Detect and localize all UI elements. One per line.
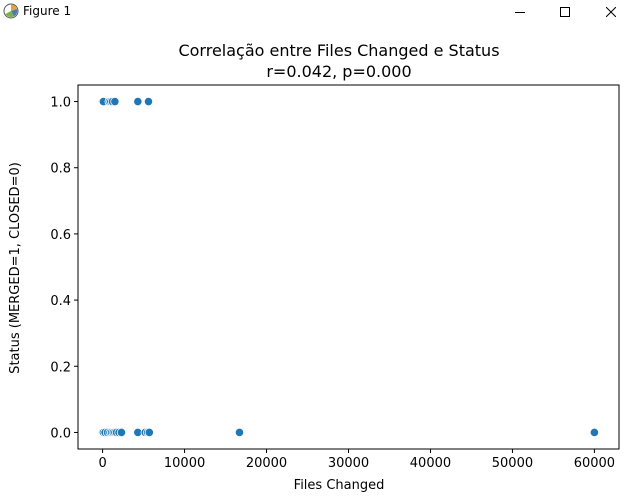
data-point <box>143 96 154 107</box>
close-button[interactable] <box>588 0 630 24</box>
maximize-icon <box>560 7 570 17</box>
x-tick-label: 0 <box>98 456 106 471</box>
y-tick-label: 1.0 <box>50 96 71 111</box>
x-tick-label: 60000 <box>574 456 615 471</box>
chart-subtitle: r=0.042, p=0.000 <box>266 62 411 81</box>
data-point <box>116 427 127 438</box>
close-icon <box>606 7 616 17</box>
x-tick-label: 20000 <box>246 456 287 471</box>
matplotlib-app-icon <box>3 3 19 19</box>
plot-frame <box>77 84 620 450</box>
x-tick-label: 40000 <box>410 456 451 471</box>
y-tick-label: 0.0 <box>50 426 71 441</box>
window-title: Figure 1 <box>23 4 72 18</box>
chart-title: Correlação entre Files Changed e Status <box>178 41 499 60</box>
y-axis-label: Status (MERGED=1, CLOSED=0) <box>8 162 23 374</box>
y-tick-label: 0.6 <box>50 228 71 243</box>
y-tick-label: 0.2 <box>50 360 71 375</box>
x-tick-label: 50000 <box>492 456 533 471</box>
y-tick-label: 0.4 <box>50 294 71 309</box>
window-titlebar: Figure 1 <box>0 0 630 24</box>
maximize-button[interactable] <box>542 0 588 24</box>
data-point <box>110 96 120 107</box>
scatter-chart: Correlação entre Files Changed e Status … <box>8 41 620 493</box>
data-point <box>144 427 154 438</box>
minimize-button[interactable] <box>497 0 543 24</box>
minimize-icon <box>515 12 525 13</box>
x-axis-label: Files Changed <box>294 478 385 493</box>
data-point <box>589 427 600 438</box>
x-tick-label: 10000 <box>164 456 205 471</box>
data-point <box>234 427 245 438</box>
data-point <box>133 96 143 107</box>
x-tick-label: 30000 <box>328 456 369 471</box>
data-points <box>97 96 600 438</box>
y-tick-label: 0.8 <box>50 162 71 177</box>
axes: 0 10000 20000 30000 40000 50000 60000 0.0 0.2 0.4… <box>50 84 620 471</box>
